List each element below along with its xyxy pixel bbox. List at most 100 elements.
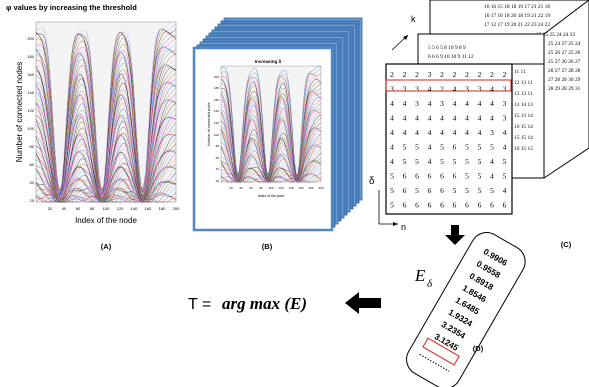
grid-cell: 3	[428, 70, 432, 79]
grid-cell: 2	[415, 70, 419, 79]
rotated-vector: 0.99060.95580.89181.85461.64851.93243.23…	[406, 232, 526, 387]
highlighted-value	[422, 337, 460, 366]
grid-cell: 4	[453, 128, 457, 137]
grid-cell: 6	[440, 172, 444, 181]
xtick: 20	[48, 206, 53, 211]
ytick: 60	[216, 156, 220, 160]
grid-cell: 6	[428, 201, 432, 210]
grid-cell: 5	[465, 143, 469, 152]
panel-a-caption: (A)	[101, 242, 112, 251]
e-symbol: E	[414, 266, 426, 285]
ytick: 160	[214, 98, 219, 102]
grid-cell: 3	[403, 85, 407, 94]
xtick: 180	[159, 206, 166, 211]
grid-cell: 2	[403, 70, 407, 79]
grid-cell: 4	[390, 157, 394, 166]
grid-cell: 5	[415, 143, 419, 152]
grid-cell: 6	[415, 201, 419, 210]
grid-cell: 5	[478, 157, 482, 166]
grid-cell: 5	[478, 172, 482, 181]
mid-right-row: 12 13 11	[514, 80, 533, 86]
ytick: 40	[30, 180, 35, 185]
xtick: 60	[249, 186, 253, 190]
xtick: 160	[298, 186, 303, 190]
grid-cell: 5	[490, 143, 494, 152]
back-row: 16 17 16 18 20 18 19 21 22 19	[484, 13, 550, 19]
grid-cell: 5	[503, 172, 507, 181]
formula-lhs: T =	[188, 296, 211, 313]
tensor-front-grid: 2 2 2 3 2 2 2 2 2 23 3 3 4 2 4 3 3 4 34 4 3 4 3 4 4 4 4 34 4 4 4 4 4 4 4 4 3…	[385, 63, 513, 215]
axis-delta-arrow: δ n	[369, 176, 406, 232]
grid-cell: 3	[490, 128, 494, 137]
grid-cell: 6	[465, 201, 469, 210]
grid-cell: 5	[390, 172, 394, 181]
grid-cell: 4	[403, 114, 407, 123]
xtick: 20	[229, 186, 233, 190]
grid-cell: 6	[453, 172, 457, 181]
ytick: 40	[216, 167, 220, 171]
grid-cell: 5	[503, 157, 507, 166]
panel-b-yticks: 20 40 60 80 100 120 140 160 180 200	[214, 75, 219, 183]
xtick: 140	[288, 186, 293, 190]
grid-cell: 3	[503, 85, 507, 94]
grid-cell: 2	[490, 70, 494, 79]
grid-cell: 4	[478, 114, 482, 123]
ytick: 80	[30, 144, 35, 149]
grid-cell: 4	[478, 99, 482, 108]
panel-a-xlabel: Index of the node	[75, 216, 137, 225]
grid-cell: 4	[403, 99, 407, 108]
mid-right-row: 16 15 14	[514, 124, 533, 130]
panel-a-yticks: 20 40 60 80 100 120 140 160 180 200	[27, 36, 34, 203]
panel-b-caption: (B)	[262, 242, 273, 251]
grid-cell: 4	[390, 143, 394, 152]
panel-a-title: φ values by increasing the threshold	[6, 3, 137, 12]
axis-k-arrow: k	[391, 14, 416, 51]
grid-cell: 2	[465, 70, 469, 79]
grid-cell: 6	[503, 201, 507, 210]
grid-cell: 2	[440, 70, 444, 79]
grid-cell: 6	[440, 201, 444, 210]
panel-c-caption: (C)	[561, 240, 572, 249]
tensor-mid-layer	[417, 33, 545, 65]
grid-cell: 6	[453, 201, 457, 210]
grid-cell: 4	[415, 128, 419, 137]
panel-a-plot-area	[35, 21, 177, 203]
xtick: 100	[103, 206, 110, 211]
grid-cell: 5	[415, 157, 419, 166]
ytick: 100	[27, 126, 34, 131]
axis-delta-label: δ	[369, 176, 375, 187]
mid-right-row: 16 15 15	[514, 146, 533, 152]
ytick: 200	[214, 75, 219, 79]
grid-cell: 5	[490, 186, 494, 195]
grid-cell: 4	[390, 114, 394, 123]
grid-cell: 5	[453, 157, 457, 166]
grid-cell: 5	[478, 186, 482, 195]
panel-b-xlabel: Index of the pixel	[258, 194, 285, 198]
ytick: 160	[27, 72, 34, 77]
grid-cell: 4	[428, 128, 432, 137]
grid-cell: 4	[465, 128, 469, 137]
tensor-back-numbers: 16 16 15 18 18 19 17 21 21 18 16 17 16 1…	[484, 4, 581, 92]
tensor-mid-right-numbers: 11 11 12 13 11 13 13 11 13 14 13 15 13 14 16 …	[514, 69, 533, 152]
grid-cell: 4	[465, 99, 469, 108]
grid-cell: 4	[428, 99, 432, 108]
back-row: 25 24 27 25 24	[548, 41, 581, 47]
grid-cell: 3	[390, 85, 394, 94]
grid-cell: 2	[440, 85, 444, 94]
grid-cell: 5	[390, 201, 394, 210]
grid-cell: 3	[415, 85, 419, 94]
panel-a: φ values by increasing the threshold 20 …	[6, 3, 180, 251]
left-arrow	[345, 292, 381, 314]
grid-cell: 2	[453, 70, 457, 79]
xtick: 200	[318, 186, 323, 190]
xtick: 60	[76, 206, 81, 211]
grid-cell: 6	[478, 201, 482, 210]
grid-cell: 6	[415, 172, 419, 181]
grid-cell: 2	[503, 70, 507, 79]
back-row: 25 26 27 25 26	[548, 50, 581, 56]
grid-cell: 4	[490, 157, 494, 166]
xtick: 140	[131, 206, 138, 211]
back-row: 15 25 25 24 24 23	[536, 32, 575, 38]
grid-cell: 4	[440, 128, 444, 137]
panel-c: 16 16 15 18 18 19 17 21 21 18 16 17 16 1…	[369, 0, 589, 249]
